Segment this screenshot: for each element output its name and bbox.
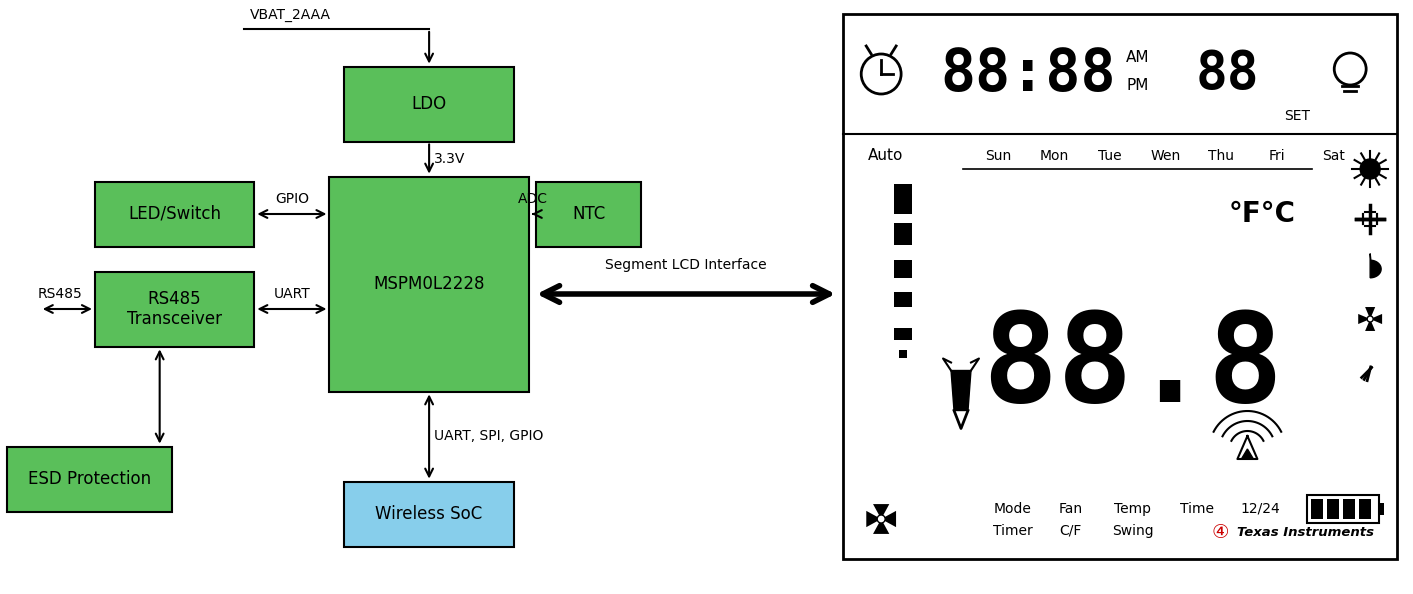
- Bar: [345, 482, 514, 546]
- Text: °F°C: °F°C: [1229, 200, 1296, 228]
- Text: MSPM0L2228: MSPM0L2228: [373, 275, 485, 293]
- Text: RS485
Transceiver: RS485 Transceiver: [127, 290, 222, 328]
- Text: Sun: Sun: [985, 149, 1012, 163]
- Circle shape: [1368, 316, 1373, 322]
- Text: Wen: Wen: [1150, 149, 1181, 163]
- Bar: [894, 328, 913, 340]
- Bar: [1344, 499, 1355, 519]
- Text: Time: Time: [1180, 502, 1214, 516]
- Text: Tue: Tue: [1098, 149, 1122, 163]
- Bar: [95, 271, 254, 346]
- Text: ESD Protection: ESD Protection: [28, 470, 151, 488]
- Bar: [345, 67, 514, 141]
- Polygon shape: [873, 519, 889, 534]
- Text: GPIO: GPIO: [276, 192, 309, 206]
- Text: LDO: LDO: [411, 95, 447, 113]
- Bar: [1311, 499, 1323, 519]
- Text: 88.8: 88.8: [982, 307, 1283, 428]
- Text: Timer: Timer: [993, 524, 1033, 538]
- Bar: [894, 292, 913, 307]
- Text: Fan: Fan: [1058, 502, 1082, 516]
- Polygon shape: [882, 511, 896, 527]
- Polygon shape: [1358, 314, 1371, 324]
- Text: UART, SPI, GPIO: UART, SPI, GPIO: [434, 429, 544, 444]
- Text: Texas Instruments: Texas Instruments: [1238, 526, 1375, 539]
- Text: ④: ④: [1212, 523, 1229, 542]
- Text: PM: PM: [1126, 78, 1149, 93]
- Text: 3.3V: 3.3V: [434, 152, 465, 166]
- Text: Temp: Temp: [1113, 502, 1152, 516]
- Bar: [537, 182, 642, 247]
- Text: Wireless SoC: Wireless SoC: [376, 505, 483, 523]
- Circle shape: [1361, 159, 1381, 179]
- Text: AM: AM: [1126, 50, 1149, 65]
- Text: Sat: Sat: [1321, 149, 1345, 163]
- Text: Thu: Thu: [1208, 149, 1235, 163]
- Bar: [329, 176, 528, 391]
- Polygon shape: [1365, 307, 1375, 319]
- Bar: [894, 260, 913, 278]
- Text: VBAT_2AAA: VBAT_2AAA: [250, 8, 331, 22]
- Bar: [1359, 499, 1371, 519]
- Text: Segment LCD Interface: Segment LCD Interface: [605, 258, 767, 272]
- Text: ADC: ADC: [517, 192, 548, 206]
- Polygon shape: [1242, 449, 1253, 459]
- Bar: [95, 182, 254, 247]
- Text: NTC: NTC: [572, 205, 605, 223]
- Text: C/F: C/F: [1060, 524, 1082, 538]
- Polygon shape: [1371, 314, 1382, 324]
- Text: Mode: Mode: [993, 502, 1031, 516]
- Polygon shape: [1365, 319, 1375, 331]
- Text: Fri: Fri: [1269, 149, 1286, 163]
- Text: 88: 88: [1195, 48, 1259, 100]
- Text: Mon: Mon: [1039, 149, 1068, 163]
- Polygon shape: [951, 371, 971, 410]
- Text: Auto: Auto: [868, 148, 903, 163]
- Circle shape: [877, 515, 885, 523]
- Bar: [899, 350, 907, 358]
- Bar: [894, 223, 913, 245]
- Polygon shape: [866, 511, 882, 527]
- Text: SET: SET: [1284, 109, 1310, 123]
- Bar: [894, 184, 913, 214]
- Text: 88:88: 88:88: [940, 46, 1116, 103]
- Text: LED/Switch: LED/Switch: [129, 205, 222, 223]
- Bar: [1307, 495, 1379, 523]
- Polygon shape: [1371, 254, 1381, 278]
- Text: 12/24: 12/24: [1241, 502, 1280, 516]
- Bar: [1379, 503, 1385, 514]
- Text: Swing: Swing: [1112, 524, 1153, 538]
- Bar: [1327, 499, 1340, 519]
- Bar: [844, 14, 1397, 559]
- Bar: [7, 447, 172, 511]
- Polygon shape: [873, 504, 889, 519]
- Text: RS485: RS485: [38, 287, 83, 301]
- Text: UART: UART: [274, 287, 311, 301]
